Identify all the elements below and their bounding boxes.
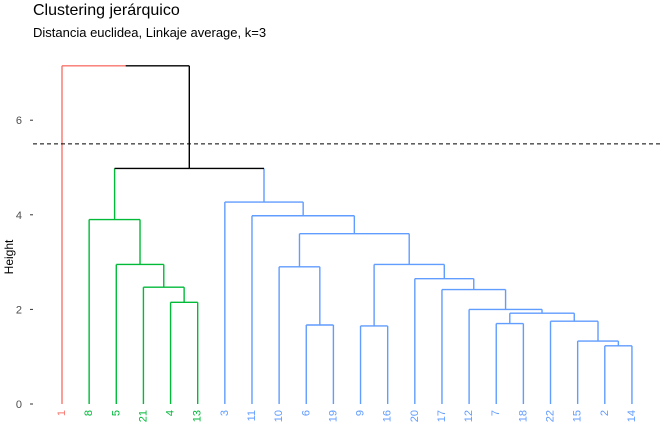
leaf-label-20: 20: [409, 410, 421, 422]
leaf-label-11: 11: [246, 410, 258, 421]
leaf-label-5: 5: [110, 410, 122, 416]
leaf-label-2: 2: [599, 410, 611, 416]
leaf-label-14: 14: [626, 410, 638, 422]
leaf-label-18: 18: [517, 410, 529, 422]
leaf-label-22: 22: [545, 410, 557, 422]
chart-subtitle: Distancia euclidea, Linkaje average, k=3: [33, 25, 267, 40]
y-axis-label: Height: [2, 239, 16, 274]
leaf-label-21: 21: [137, 410, 149, 422]
leaf-label-13: 13: [192, 410, 204, 422]
leaf-label-9: 9: [355, 410, 367, 416]
leaf-label-19: 19: [327, 410, 339, 422]
leaf-label-7: 7: [490, 410, 502, 416]
leaf-label-8: 8: [83, 410, 95, 416]
leaf-label-4: 4: [165, 410, 177, 416]
leaf-label-17: 17: [436, 410, 448, 422]
leaf-label-10: 10: [273, 410, 285, 422]
y-tick-label-2: 2: [16, 304, 22, 316]
chart-title: Clustering jerárquico: [33, 2, 180, 19]
leaf-label-3: 3: [219, 410, 231, 416]
y-tick-label-4: 4: [16, 210, 22, 222]
y-tick-label-6: 6: [16, 115, 22, 127]
leaf-label-1: 1: [56, 410, 68, 416]
y-tick-label-0: 0: [16, 399, 22, 411]
leaf-label-16: 16: [382, 410, 394, 422]
leaf-label-12: 12: [463, 410, 475, 422]
leaf-label-6: 6: [300, 410, 312, 416]
leaf-label-15: 15: [572, 410, 584, 422]
